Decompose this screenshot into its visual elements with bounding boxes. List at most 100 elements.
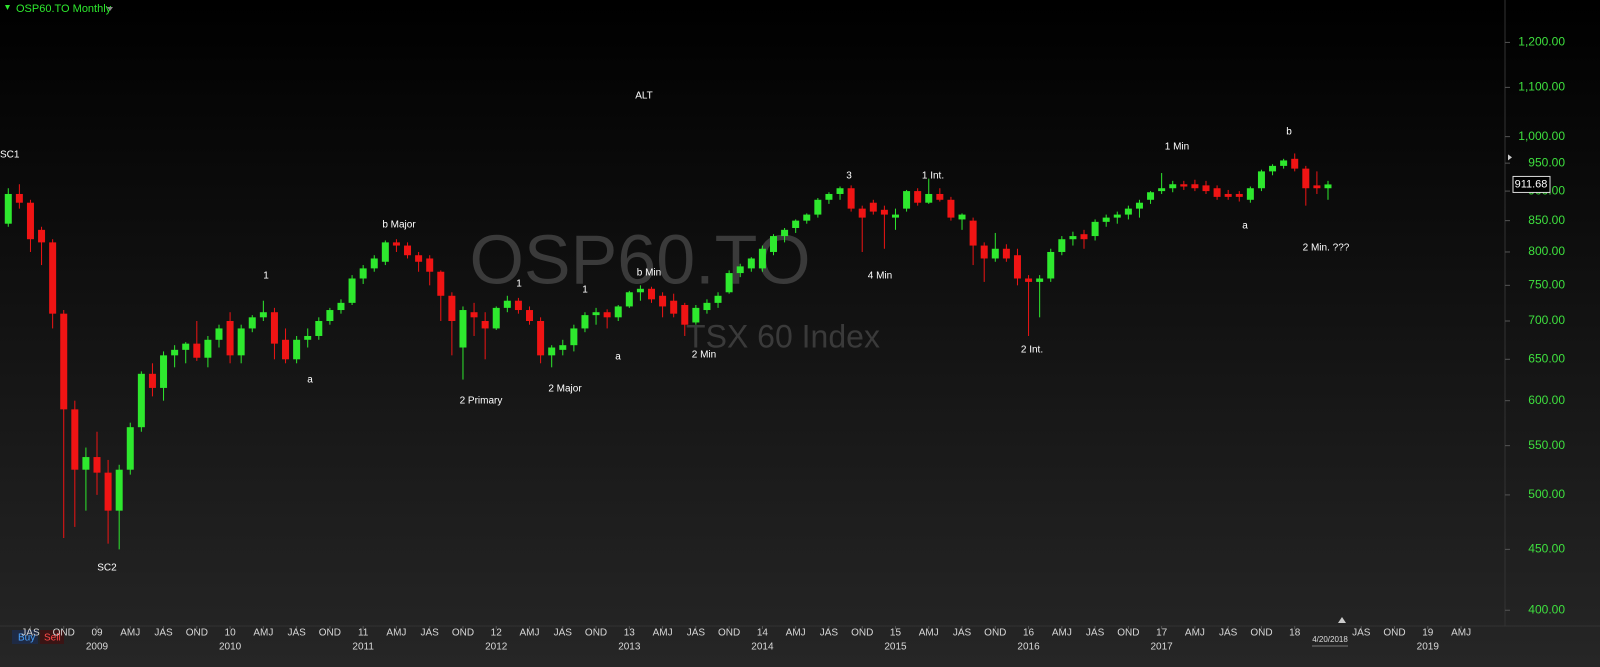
candle-body: [293, 339, 301, 360]
candle-body: [714, 295, 722, 303]
candle-body: [625, 292, 633, 307]
candle-body: [1324, 184, 1332, 189]
candle-body: [781, 229, 789, 237]
y-tick-label: 600.00: [1528, 393, 1565, 407]
candle-body: [792, 220, 800, 228]
wave-annotation: 2 Min. ???: [1303, 243, 1350, 254]
candle-body: [659, 295, 667, 307]
wave-annotation: b: [1286, 127, 1292, 138]
candle-body: [903, 191, 911, 209]
candle-body: [315, 320, 323, 336]
x-tick-label: AMJ: [520, 628, 540, 639]
buy-button[interactable]: Buy: [18, 633, 35, 644]
candle-body: [914, 191, 922, 203]
x-tick-label: OND: [718, 628, 740, 639]
candle-body: [381, 242, 389, 262]
candle-body: [193, 343, 201, 358]
chart-title[interactable]: OSP60.TO Monthly: [16, 3, 112, 15]
x-tick-label: 09: [91, 628, 103, 639]
x-tick-label: 15: [890, 628, 902, 639]
candle-body: [836, 188, 844, 194]
year-label: 2014: [751, 642, 774, 653]
candle-body: [548, 347, 556, 356]
wave-annotation: SC1: [0, 150, 20, 161]
candle-body: [559, 345, 567, 350]
sell-button-bg[interactable]: [40, 630, 64, 644]
candle-body: [1091, 221, 1099, 237]
dropdown-arrow[interactable]: [107, 7, 113, 11]
x-tick-label: OND: [53, 628, 75, 639]
candle-body: [1002, 248, 1010, 259]
x-tick-label: OND: [186, 628, 208, 639]
candle-body: [126, 427, 134, 470]
wave-annotation: b Min: [637, 268, 661, 279]
candle-body: [869, 202, 877, 212]
candle-body: [1080, 234, 1088, 240]
x-tick-label: AMJ: [653, 628, 673, 639]
candle-body: [980, 245, 988, 259]
x-tick-label: OND: [1383, 628, 1405, 639]
x-tick-label: JAS: [687, 628, 706, 639]
y-tick-label: 1,100.00: [1518, 80, 1565, 94]
candle-body: [415, 255, 423, 262]
x-tick-label: AMJ: [1185, 628, 1205, 639]
candle-body: [1224, 193, 1232, 197]
y-tick-label: 800.00: [1528, 244, 1565, 258]
x-tick-label: OND: [452, 628, 474, 639]
x-tick-label: OND: [585, 628, 607, 639]
candle-body: [104, 472, 112, 511]
candle-body: [1202, 185, 1210, 192]
year-label: 2009: [86, 642, 109, 653]
y-tick-label: 650.00: [1528, 351, 1565, 365]
candle-body: [814, 199, 822, 215]
candle-body: [1180, 184, 1188, 187]
candle-body: [503, 300, 511, 308]
x-tick-label: 11: [358, 628, 369, 639]
y-tick-label: 450.00: [1528, 542, 1565, 556]
candle-body: [259, 312, 267, 318]
x-tick-label: OND: [851, 628, 873, 639]
candle-body: [237, 328, 245, 356]
candle-body: [1135, 202, 1143, 209]
candle-body: [437, 271, 445, 296]
candle-body: [348, 278, 356, 303]
wave-annotation: 1: [516, 279, 522, 290]
candle-body: [1102, 217, 1110, 222]
candle-body: [1158, 188, 1166, 192]
candle-body: [969, 220, 977, 246]
candle-body: [1235, 193, 1243, 197]
candle-body: [648, 288, 655, 300]
wave-annotation: 2 Major: [548, 384, 582, 395]
candle-body: [1169, 184, 1177, 189]
wave-annotation: 1: [582, 285, 588, 296]
candle-body: [925, 193, 933, 203]
sell-button[interactable]: Sell: [44, 633, 61, 644]
candle-body: [1269, 165, 1277, 172]
year-label: 2012: [485, 642, 508, 653]
wave-annotation: 2 Min: [692, 350, 716, 361]
year-label: 2010: [219, 642, 242, 653]
candle-body: [248, 317, 256, 329]
x-tick-label: 14: [757, 628, 769, 639]
x-tick-label: AMJ: [1052, 628, 1072, 639]
candle-body: [1058, 239, 1066, 252]
candle-body: [1013, 255, 1021, 279]
wave-annotation: 1: [263, 271, 269, 282]
candle-body: [692, 307, 700, 323]
wave-annotation: 3: [846, 171, 852, 182]
x-tick-label: JAS: [953, 628, 972, 639]
candle-body: [1069, 236, 1077, 240]
year-label: 2016: [1017, 642, 1040, 653]
wave-annotation: a: [1242, 221, 1248, 232]
candle-body: [825, 193, 833, 200]
x-tick-label: 18: [1289, 628, 1301, 639]
year-label: 2015: [884, 642, 907, 653]
candle-body: [60, 313, 68, 410]
x-tick-label: JAS: [421, 628, 440, 639]
candle-body: [991, 248, 999, 259]
candle-body: [492, 307, 500, 329]
buy-button-bg[interactable]: [12, 630, 38, 644]
candle-body: [426, 258, 434, 272]
candle-body: [1025, 278, 1033, 282]
scroll-marker[interactable]: [1338, 617, 1346, 623]
